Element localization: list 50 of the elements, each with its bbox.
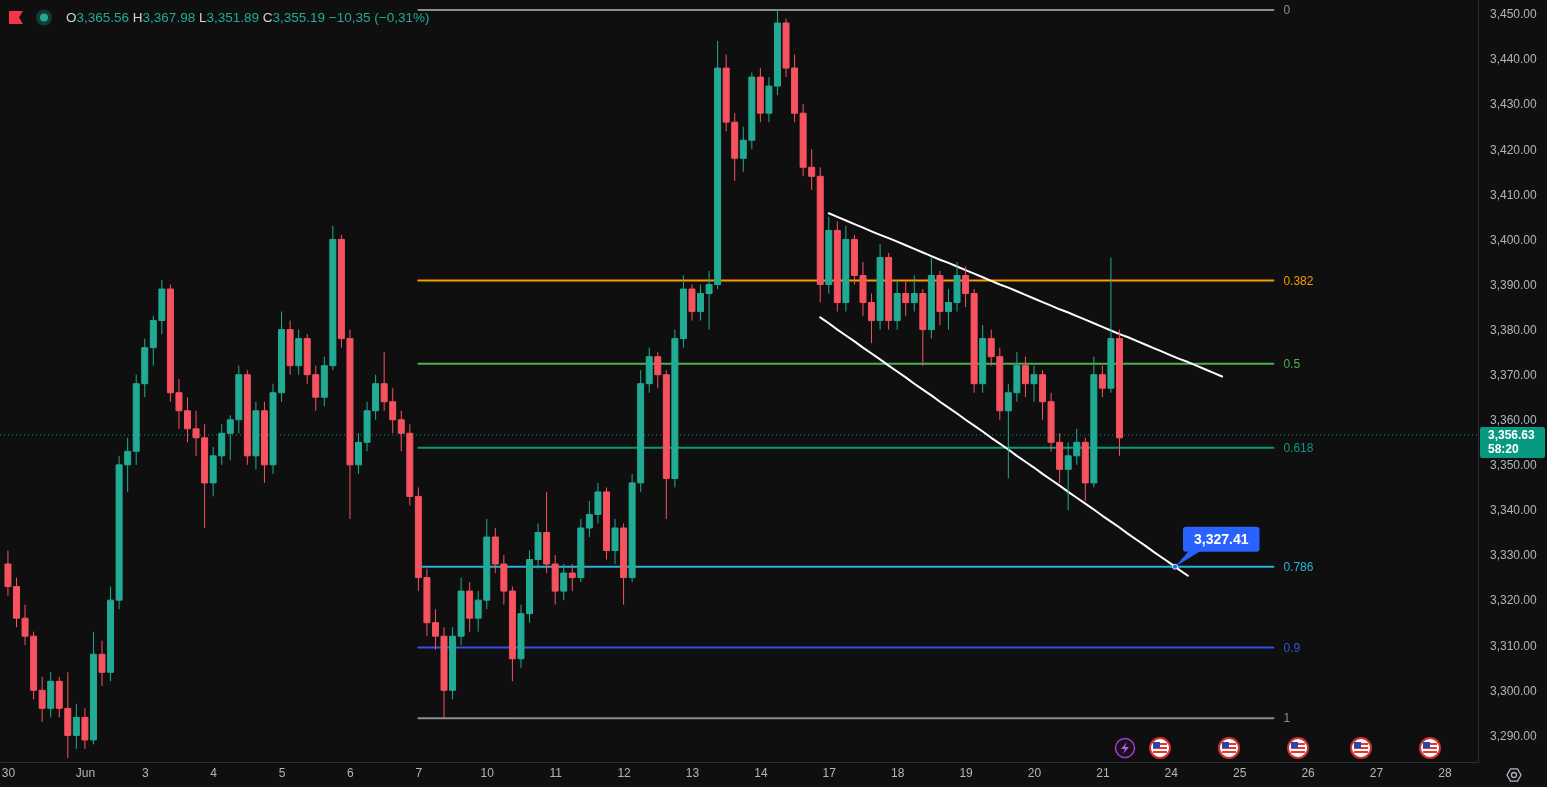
x-tick-label: 30 bbox=[1, 765, 16, 780]
x-tick-label: 5 bbox=[278, 765, 286, 780]
annotation: 3,327.41 bbox=[1194, 531, 1249, 548]
x-tick-label: 17 bbox=[822, 765, 837, 780]
y-tick-label: 3,410.00 bbox=[1490, 187, 1538, 202]
x-tick-label: 25 bbox=[1233, 765, 1247, 780]
x-tick-label: 4 bbox=[210, 765, 218, 780]
y-tick-label: 3,450.00 bbox=[1490, 7, 1538, 22]
y-tick-label: 3,400.00 bbox=[1490, 232, 1538, 247]
y-tick-label: 3,320.00 bbox=[1490, 593, 1538, 608]
x-tick-label: 12 bbox=[617, 765, 632, 780]
x-tick-label: 28 bbox=[1438, 765, 1452, 780]
x-tick-label: 21 bbox=[1096, 765, 1110, 780]
series-label: 0 bbox=[1283, 3, 1291, 18]
series-label: 0.5 bbox=[1283, 357, 1301, 372]
series-label: 0.382 bbox=[1283, 273, 1314, 288]
x-tick-label: 19 bbox=[959, 765, 974, 780]
y-tick-label: 3,370.00 bbox=[1490, 368, 1538, 383]
y-tick-label: 3,440.00 bbox=[1490, 52, 1538, 67]
y-tick-label: 3,420.00 bbox=[1490, 142, 1538, 157]
series-label: 0.786 bbox=[1283, 559, 1314, 574]
series-label: 0.9 bbox=[1283, 640, 1301, 655]
x-tick-label: 18 bbox=[891, 765, 905, 780]
y-tick-label: 3,330.00 bbox=[1490, 548, 1538, 563]
y-tick-label: 3,310.00 bbox=[1490, 638, 1538, 653]
x-tick-label: Jun bbox=[75, 765, 96, 780]
y-tick-label: 3,300.00 bbox=[1490, 683, 1538, 698]
x-tick-label: 7 bbox=[415, 765, 423, 780]
y-tick-label: 3,360.00 bbox=[1490, 413, 1538, 428]
x-tick-label: 20 bbox=[1027, 765, 1042, 780]
y-tick-label: 3,430.00 bbox=[1490, 97, 1538, 112]
series-label: 0.618 bbox=[1283, 440, 1314, 455]
y-tick-label: 3,290.00 bbox=[1490, 728, 1538, 743]
chart-title: O3,365.56 H3,367.98 L3,351.89 C3,355.19 −10,35 (−0,31%) bbox=[66, 10, 430, 26]
x-tick-label: 14 bbox=[754, 765, 768, 780]
text: 58:20 bbox=[1488, 442, 1520, 457]
x-tick-label: 26 bbox=[1301, 765, 1316, 780]
y-tick-label: 3,380.00 bbox=[1490, 322, 1538, 337]
x-tick-label: 27 bbox=[1369, 765, 1384, 780]
ref-line-label: 3,356.63 bbox=[1488, 428, 1536, 443]
series-label: 1 bbox=[1283, 711, 1291, 726]
x-tick-label: 11 bbox=[549, 765, 563, 780]
y-tick-label: 3,390.00 bbox=[1490, 277, 1538, 292]
x-tick-label: 3 bbox=[141, 765, 149, 780]
x-tick-label: 6 bbox=[347, 765, 355, 780]
y-tick-label: 3,340.00 bbox=[1490, 503, 1538, 518]
x-tick-label: 13 bbox=[685, 765, 700, 780]
y-tick-label: 3,350.00 bbox=[1490, 458, 1538, 473]
x-tick-label: 10 bbox=[480, 765, 495, 780]
x-tick-label: 24 bbox=[1164, 765, 1179, 780]
